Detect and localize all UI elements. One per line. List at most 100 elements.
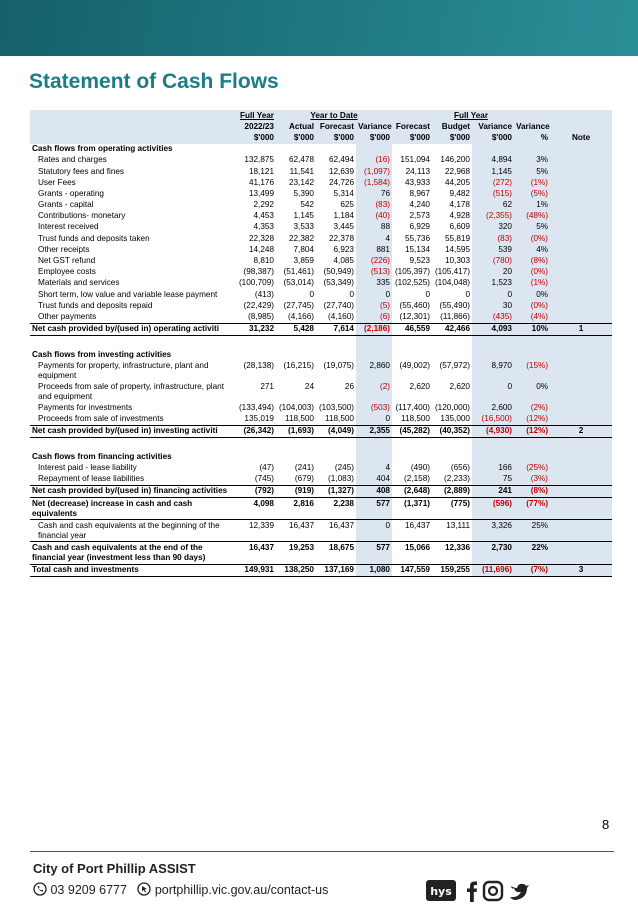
- header-cell: [550, 110, 613, 122]
- table-row: Net cash provided by/(used in) operating…: [30, 322, 613, 336]
- blank-cell: [276, 438, 316, 452]
- blank-cell: [472, 143, 514, 155]
- row-label: Net cash provided by/(used in) financing…: [30, 484, 232, 499]
- cell: (48%): [514, 210, 551, 222]
- cell: 8,967: [409, 188, 431, 198]
- note-cell: [550, 221, 613, 234]
- cell: 6,929: [409, 222, 431, 232]
- twitter-icon: [510, 883, 529, 900]
- cell: (12%): [514, 424, 551, 439]
- cell: (6): [356, 311, 392, 324]
- row-label: Net GST refund: [38, 256, 96, 266]
- cell: 1,145: [472, 165, 514, 178]
- cell: 271: [260, 381, 274, 391]
- row-label: Net cash provided by/(used in) investing…: [30, 424, 232, 439]
- note-cell: [550, 289, 613, 301]
- column-header: Budget: [432, 121, 472, 133]
- cell: (5%): [514, 188, 551, 200]
- facebook-icon: [467, 881, 477, 902]
- cell: (51,461): [283, 267, 315, 277]
- cell: (596): [472, 496, 514, 521]
- cell: (15%): [514, 360, 551, 382]
- cell: 4,240: [409, 200, 431, 210]
- table-row: Other payments (8,985) (4,166) (4,160) (6) (1…: [30, 311, 613, 324]
- blank-cell: [276, 144, 316, 155]
- table-row: Statutory fees and fines 18,121 11,541 12,6…: [30, 165, 613, 178]
- blank-cell: [316, 349, 356, 360]
- unit-header: $'000: [356, 132, 392, 144]
- row-label: Interest received: [38, 222, 99, 232]
- cell: 0: [465, 289, 470, 299]
- cell: (100,709): [238, 278, 274, 288]
- cell: 0: [356, 519, 392, 542]
- cell: 43,933: [404, 177, 430, 187]
- cell: (435): [472, 311, 514, 324]
- row-label: Rates and charges: [38, 155, 107, 165]
- blank-cell: [232, 438, 276, 452]
- cell: 404: [356, 473, 392, 486]
- row-label: Interest paid - lease liability: [38, 463, 137, 473]
- table-row: Cash and cash equivalents at the beginni…: [30, 519, 613, 542]
- cell: (55,490): [439, 300, 471, 310]
- blank-cell: [392, 144, 432, 155]
- blank-cell: [276, 349, 316, 360]
- logo-text: hys: [430, 885, 452, 898]
- cell: 11,541: [289, 166, 314, 176]
- unit-header: $'000: [432, 132, 472, 144]
- blank-cell: [316, 144, 356, 155]
- cell: (3%): [514, 473, 551, 486]
- footer-contact: 03 9209 6777 portphillip.vic.gov.au/cont…: [33, 882, 328, 897]
- cell: 16,437: [288, 520, 314, 530]
- cell: 22%: [514, 541, 551, 565]
- blank-cell: [232, 335, 276, 349]
- cell: 0: [309, 289, 314, 299]
- cell: 135,000: [440, 414, 470, 424]
- cell: (53,014): [283, 278, 315, 288]
- note-cell: [550, 177, 613, 189]
- cell: 4,098: [232, 496, 276, 521]
- cell: 151,094: [400, 155, 430, 165]
- cell: 138,250: [276, 563, 316, 577]
- cell: 31,232: [232, 322, 276, 336]
- cell: 0: [472, 381, 514, 403]
- cell: 24,726: [328, 177, 354, 187]
- note-cell: [550, 519, 613, 542]
- blank-cell: [356, 143, 392, 155]
- cell: (12,301): [399, 311, 431, 321]
- cell: (16): [356, 154, 392, 166]
- note-cell: [550, 255, 613, 267]
- cell: (2): [356, 381, 392, 403]
- column-header: 2022/23: [232, 121, 276, 133]
- cell: (117,400): [395, 403, 430, 413]
- cell: (27,745): [283, 300, 315, 310]
- footer-phone: 03 9209 6777: [50, 883, 127, 897]
- row-label: User Fees: [38, 177, 76, 187]
- cell: 5%: [514, 165, 551, 178]
- cell: (2%): [514, 402, 551, 414]
- cell: 23,142: [288, 177, 314, 187]
- cell: 2,292: [253, 200, 275, 210]
- cell: 118,500: [285, 414, 314, 424]
- cell: (656): [450, 463, 470, 473]
- footer-web: portphillip.vic.gov.au/contact-us: [154, 883, 329, 897]
- blank-cell: [550, 143, 613, 155]
- cell: (45,282): [392, 424, 432, 439]
- note-cell: [550, 188, 613, 200]
- cell: 1,145: [293, 211, 315, 221]
- cell: 137,169: [316, 563, 356, 577]
- web-icon: [137, 882, 152, 896]
- cell: (4,160): [328, 311, 354, 321]
- table-row: Trust funds and deposits repaid (22,429) (…: [30, 300, 613, 312]
- header-cell: [550, 121, 613, 133]
- blank-cell: [276, 451, 316, 462]
- cell: (105,417): [434, 267, 470, 277]
- table-row: Other receipts 14,248 7,804 6,923 881 15,134 1…: [30, 244, 613, 256]
- cell: (4%): [514, 311, 551, 324]
- cell: 2,238: [316, 496, 356, 521]
- cell: (57,972): [439, 360, 471, 370]
- cell: 62,478: [288, 155, 314, 165]
- note-cell: [550, 300, 613, 312]
- column-header: Forecast: [392, 121, 432, 133]
- cell: (515): [472, 188, 514, 200]
- cell: 16,437: [404, 520, 430, 530]
